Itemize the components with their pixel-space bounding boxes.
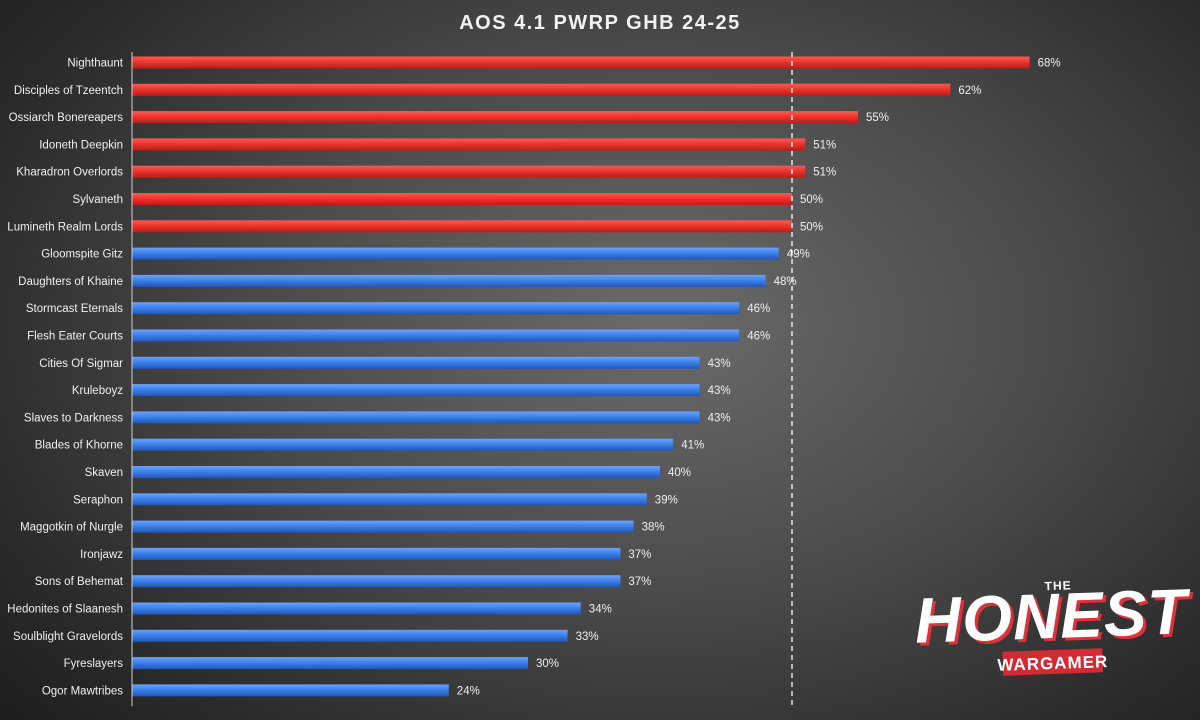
category-label: Slaves to Darkness xyxy=(24,412,123,424)
value-label: 68% xyxy=(1038,58,1061,70)
category-label: Stormcast Eternals xyxy=(26,303,123,315)
bar xyxy=(132,138,806,151)
bar xyxy=(132,356,700,369)
value-label: 55% xyxy=(866,112,889,124)
bar xyxy=(132,384,700,397)
value-label: 38% xyxy=(642,522,665,534)
bar xyxy=(132,247,779,260)
bar xyxy=(132,274,766,287)
bar xyxy=(132,657,528,670)
logo-shadow: HONEST xyxy=(917,578,1196,660)
category-label: Gloomspite Gitz xyxy=(41,249,123,261)
category-label: Seraphon xyxy=(73,494,123,506)
category-label: Idoneth Deepkin xyxy=(39,139,123,151)
bar xyxy=(132,411,700,424)
value-label: 43% xyxy=(708,385,731,397)
bars-layer: Nighthaunt 68% Disciples of Tzeentch 62% Oss… xyxy=(7,56,1061,697)
bar xyxy=(132,220,792,233)
category-label: Ironjawz xyxy=(80,549,123,561)
bar xyxy=(132,602,581,615)
value-label: 39% xyxy=(655,494,678,506)
bar xyxy=(132,520,634,533)
value-label: 43% xyxy=(708,412,731,424)
bar xyxy=(132,466,660,478)
bar xyxy=(132,329,740,342)
category-label: Sons of Behemat xyxy=(35,576,124,588)
bar xyxy=(132,629,568,642)
value-label: 34% xyxy=(589,604,612,616)
category-label: Ossiarch Bonereapers xyxy=(9,112,124,124)
category-label: Hedonites of Slaanesh xyxy=(7,604,123,616)
category-label: Skaven xyxy=(85,467,123,479)
value-label: 49% xyxy=(787,249,810,261)
value-label: 30% xyxy=(536,658,559,670)
category-label: Disciples of Tzeentch xyxy=(14,85,123,97)
value-label: 33% xyxy=(576,631,599,643)
value-label: 46% xyxy=(747,303,770,315)
value-label: 46% xyxy=(747,331,770,343)
category-label: Sylvaneth xyxy=(72,194,123,206)
category-label: Flesh Eater Courts xyxy=(27,331,123,343)
category-label: Kharadron Overlords xyxy=(16,167,123,179)
bar xyxy=(132,493,647,506)
category-label: Nighthaunt xyxy=(67,58,123,70)
category-label: Daughters of Khaine xyxy=(18,276,123,288)
bar xyxy=(132,193,792,205)
value-label: 51% xyxy=(813,139,836,151)
value-label: 41% xyxy=(681,440,704,452)
bar xyxy=(132,302,740,315)
value-label: 40% xyxy=(668,467,691,479)
honest-wargamer-logo: THE HONEST HONEST WARGAMER xyxy=(914,575,1196,676)
bar xyxy=(132,547,621,560)
category-label: Lumineth Realm Lords xyxy=(7,221,123,233)
bar xyxy=(132,83,951,96)
bar xyxy=(132,575,621,588)
value-label: 24% xyxy=(457,685,480,697)
value-label: 51% xyxy=(813,167,836,179)
value-label: 50% xyxy=(800,194,823,206)
category-label: Blades of Khorne xyxy=(35,440,123,452)
logo-honest: HONEST xyxy=(914,575,1193,657)
value-label: 43% xyxy=(708,358,731,370)
bar xyxy=(132,56,1030,69)
value-label: 37% xyxy=(628,576,651,588)
logo-the: THE xyxy=(1044,578,1071,593)
value-label: 48% xyxy=(774,276,797,288)
bar xyxy=(132,165,806,178)
value-label: 50% xyxy=(800,221,823,233)
bar xyxy=(132,111,858,124)
category-label: Maggotkin of Nurgle xyxy=(20,522,123,534)
chart-title: AOS 4.1 PWRP GHB 24-25 xyxy=(459,12,741,34)
category-label: Kruleboyz xyxy=(72,385,123,397)
logo-wargamer: WARGAMER xyxy=(997,652,1109,675)
category-label: Fyreslayers xyxy=(64,658,124,670)
category-label: Cities Of Sigmar xyxy=(39,358,123,370)
category-label: Soulblight Gravelords xyxy=(13,631,123,643)
bar xyxy=(132,438,674,451)
bar xyxy=(132,684,449,697)
category-label: Ogor Mawtribes xyxy=(42,685,123,697)
logo-banner xyxy=(1002,648,1104,676)
value-label: 62% xyxy=(958,85,981,97)
value-label: 37% xyxy=(628,549,651,561)
